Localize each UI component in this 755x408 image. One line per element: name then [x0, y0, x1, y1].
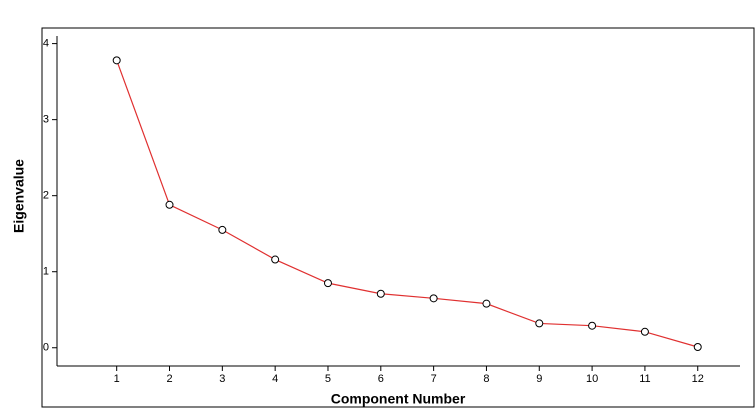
- point-marker: [535, 319, 544, 328]
- x-tick-label: 9: [536, 373, 542, 385]
- y-tick-label: 1: [43, 266, 49, 278]
- x-tick-label: 7: [431, 373, 437, 385]
- y-tick-label: 3: [43, 114, 49, 126]
- point-marker: [271, 255, 280, 264]
- y-tick-label: 4: [43, 38, 49, 50]
- plot-frame: [41, 27, 755, 408]
- x-tick-label: 6: [378, 373, 384, 385]
- point-marker: [640, 327, 649, 336]
- x-tick-label: 2: [166, 373, 172, 385]
- point-marker: [482, 299, 491, 308]
- point-marker: [429, 294, 438, 303]
- point-marker: [588, 321, 597, 330]
- point-marker: [218, 225, 227, 234]
- y-tick-label: 2: [43, 190, 49, 202]
- x-tick-label: 12: [692, 373, 704, 385]
- x-tick-label: 1: [114, 373, 120, 385]
- x-tick-label: 10: [586, 373, 598, 385]
- x-tick-label: 8: [483, 373, 489, 385]
- y-axis-title: Eigenvalue: [11, 159, 27, 233]
- point-marker: [693, 342, 702, 351]
- series-line: [116, 60, 698, 348]
- x-tick-label: 4: [272, 373, 278, 385]
- point-marker: [112, 56, 121, 65]
- x-tick-label: 11: [639, 373, 650, 385]
- x-tick-label: 3: [219, 373, 225, 385]
- x-axis-title: Component Number: [331, 391, 466, 407]
- point-marker: [376, 289, 385, 298]
- x-tick-label: 5: [325, 373, 331, 385]
- point-marker: [165, 200, 174, 209]
- point-marker: [323, 279, 332, 288]
- y-tick-label: 0: [43, 342, 49, 354]
